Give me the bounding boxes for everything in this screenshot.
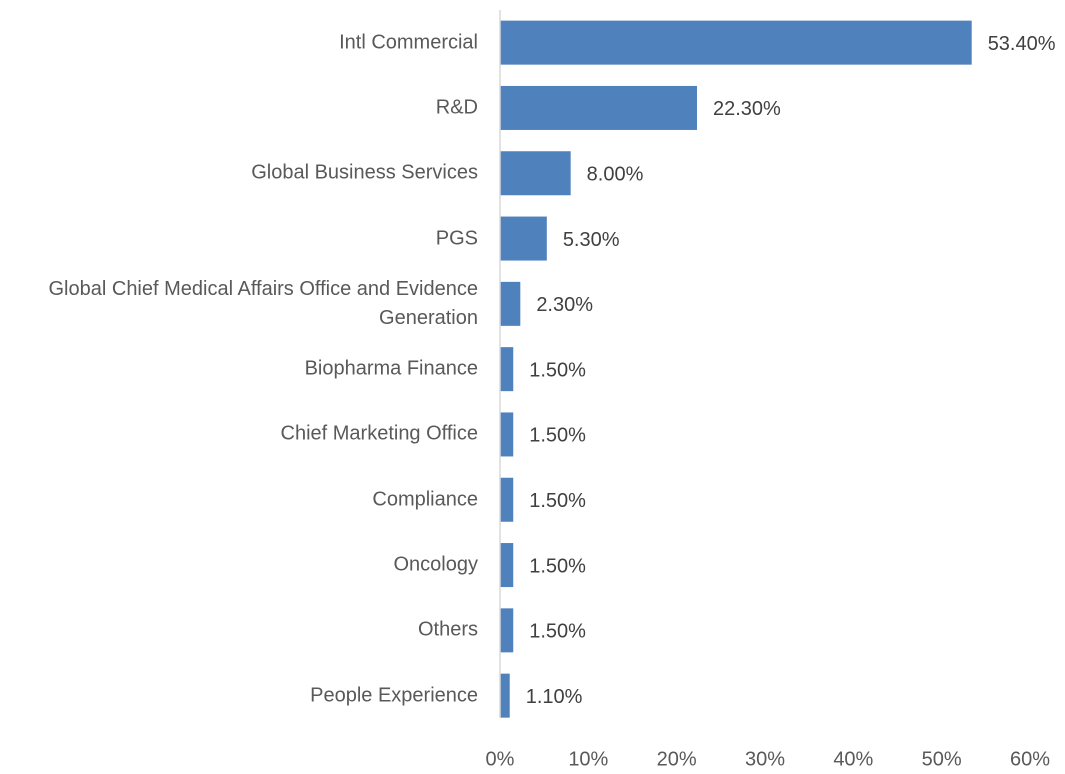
y-tick-label: Biopharma Finance — [304, 357, 478, 380]
x-tick-label: 0% — [486, 748, 515, 770]
bar — [500, 85, 697, 130]
bar — [500, 673, 510, 718]
y-tick-label: Intl Commercial — [339, 31, 478, 54]
bar — [500, 281, 521, 326]
value-label: 22.30% — [713, 98, 781, 120]
value-label: 1.50% — [529, 490, 586, 512]
y-tick-label: Oncology — [393, 553, 479, 576]
y-tick-label: People Experience — [310, 684, 478, 707]
x-tick-label: 40% — [833, 748, 873, 770]
y-tick-label: Chief Marketing Office — [280, 422, 479, 445]
bar — [500, 216, 547, 261]
bar — [500, 543, 514, 588]
bar — [500, 477, 514, 522]
x-tick-label: 60% — [1010, 748, 1050, 770]
bar — [500, 151, 571, 196]
value-label: 1.10% — [526, 686, 583, 708]
value-label: 2.30% — [536, 294, 593, 316]
value-label: 5.30% — [563, 229, 620, 251]
bar — [500, 347, 514, 392]
value-label: 1.50% — [529, 555, 586, 577]
bar — [500, 608, 514, 653]
y-tick-label: Global Business Services — [251, 161, 478, 184]
x-tick-label: 30% — [745, 748, 785, 770]
x-tick-label: 50% — [922, 748, 962, 770]
y-tick-label: Compliance — [372, 488, 478, 511]
value-label: 53.40% — [988, 33, 1056, 55]
y-tick-label: R&D — [435, 96, 478, 119]
value-label: 1.50% — [529, 425, 586, 447]
value-label: 1.50% — [529, 621, 586, 643]
value-label: 8.00% — [587, 164, 644, 186]
y-tick-label: Global Chief Medical Affairs Office and … — [48, 277, 479, 329]
x-tick-label: 10% — [568, 748, 608, 770]
value-label: 1.50% — [529, 359, 586, 381]
bar — [500, 20, 972, 65]
x-tick-label: 20% — [657, 748, 697, 770]
bar — [500, 412, 514, 457]
y-tick-label: PGS — [435, 227, 478, 250]
y-tick-label: Others — [417, 618, 478, 641]
